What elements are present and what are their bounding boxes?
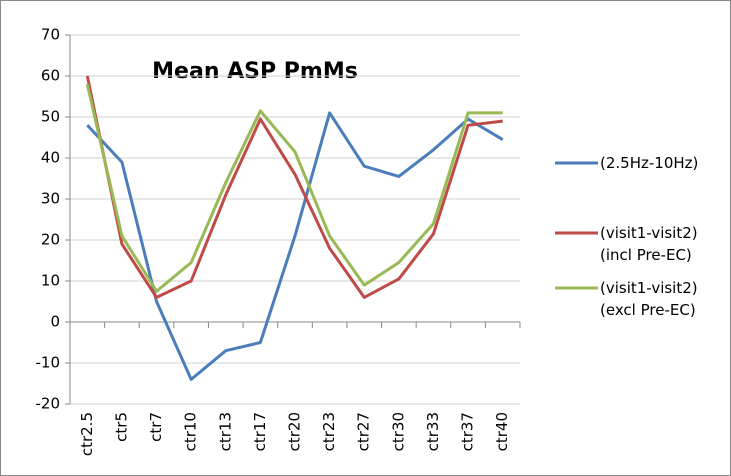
x-tick-label: ctr30 xyxy=(389,412,407,451)
x-tick-label: ctr13 xyxy=(216,412,234,451)
x-tick-label: ctr40 xyxy=(493,412,511,451)
y-tick-label: 30 xyxy=(41,190,60,208)
y-tick-label: 10 xyxy=(41,272,60,290)
y-tick-label: -10 xyxy=(36,354,61,372)
legend-label: (visit1-visit2) (incl Pre-EC) xyxy=(600,224,698,264)
y-tick-label: -20 xyxy=(36,395,61,413)
y-tick-label: 50 xyxy=(41,108,60,126)
series-line xyxy=(85,83,503,293)
y-tick-label: 20 xyxy=(41,231,60,249)
x-tick-label: ctr10 xyxy=(182,412,200,451)
series-line xyxy=(85,75,503,299)
x-tick-label: ctr20 xyxy=(286,412,304,451)
x-tick-label: ctr5 xyxy=(112,412,130,442)
series-line xyxy=(86,111,504,381)
x-tick-label: ctr27 xyxy=(355,412,373,451)
chart-title: Mean ASP PmMs xyxy=(152,59,358,84)
x-tick-label: ctr23 xyxy=(320,412,338,451)
y-tick-label: 60 xyxy=(41,67,60,85)
x-tick-label: ctr33 xyxy=(424,412,442,451)
x-tick-label: ctr2.5 xyxy=(78,412,96,456)
x-tick-label: ctr37 xyxy=(459,412,477,451)
legend-label: (visit1-visit2) (excl Pre-EC) xyxy=(600,279,698,319)
x-tick-label: ctr17 xyxy=(251,412,269,451)
y-tick-label: 0 xyxy=(50,313,60,331)
legend-label: (2.5Hz-10Hz) xyxy=(600,154,699,172)
y-tick-label: 70 xyxy=(41,26,60,44)
x-tick-label: ctr7 xyxy=(147,412,165,442)
y-tick-label: 40 xyxy=(41,149,60,167)
